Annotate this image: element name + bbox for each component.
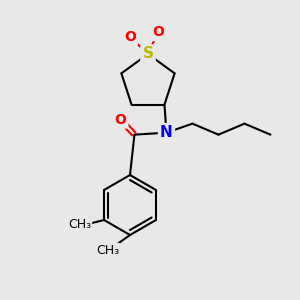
Text: O: O: [152, 25, 164, 39]
Text: CH₃: CH₃: [96, 244, 120, 256]
Text: N: N: [160, 125, 173, 140]
Text: O: O: [115, 113, 126, 127]
Text: S: S: [142, 46, 154, 62]
Text: O: O: [124, 30, 136, 44]
Text: CH₃: CH₃: [68, 218, 92, 230]
